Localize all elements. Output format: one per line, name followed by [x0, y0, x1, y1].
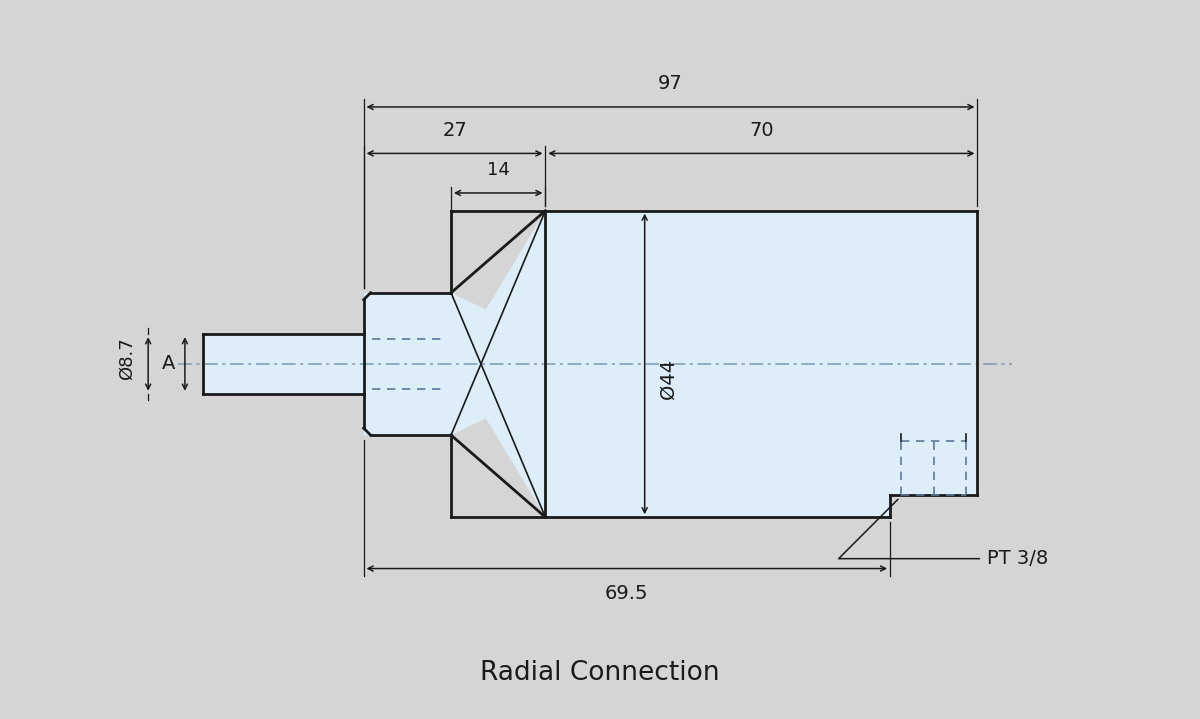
Text: 69.5: 69.5	[605, 585, 648, 603]
Text: A: A	[162, 354, 175, 373]
Polygon shape	[545, 211, 977, 517]
Polygon shape	[203, 334, 364, 393]
Text: 97: 97	[658, 74, 683, 93]
Text: 14: 14	[487, 161, 510, 179]
Polygon shape	[451, 293, 486, 435]
Text: PT 3/8: PT 3/8	[988, 549, 1049, 568]
Text: Ø44: Ø44	[659, 359, 678, 399]
Polygon shape	[364, 293, 451, 435]
Polygon shape	[486, 211, 545, 517]
Text: 27: 27	[442, 121, 467, 139]
Text: Radial Connection: Radial Connection	[480, 660, 720, 687]
Text: Ø8.7: Ø8.7	[119, 338, 137, 380]
Text: 70: 70	[749, 121, 774, 139]
